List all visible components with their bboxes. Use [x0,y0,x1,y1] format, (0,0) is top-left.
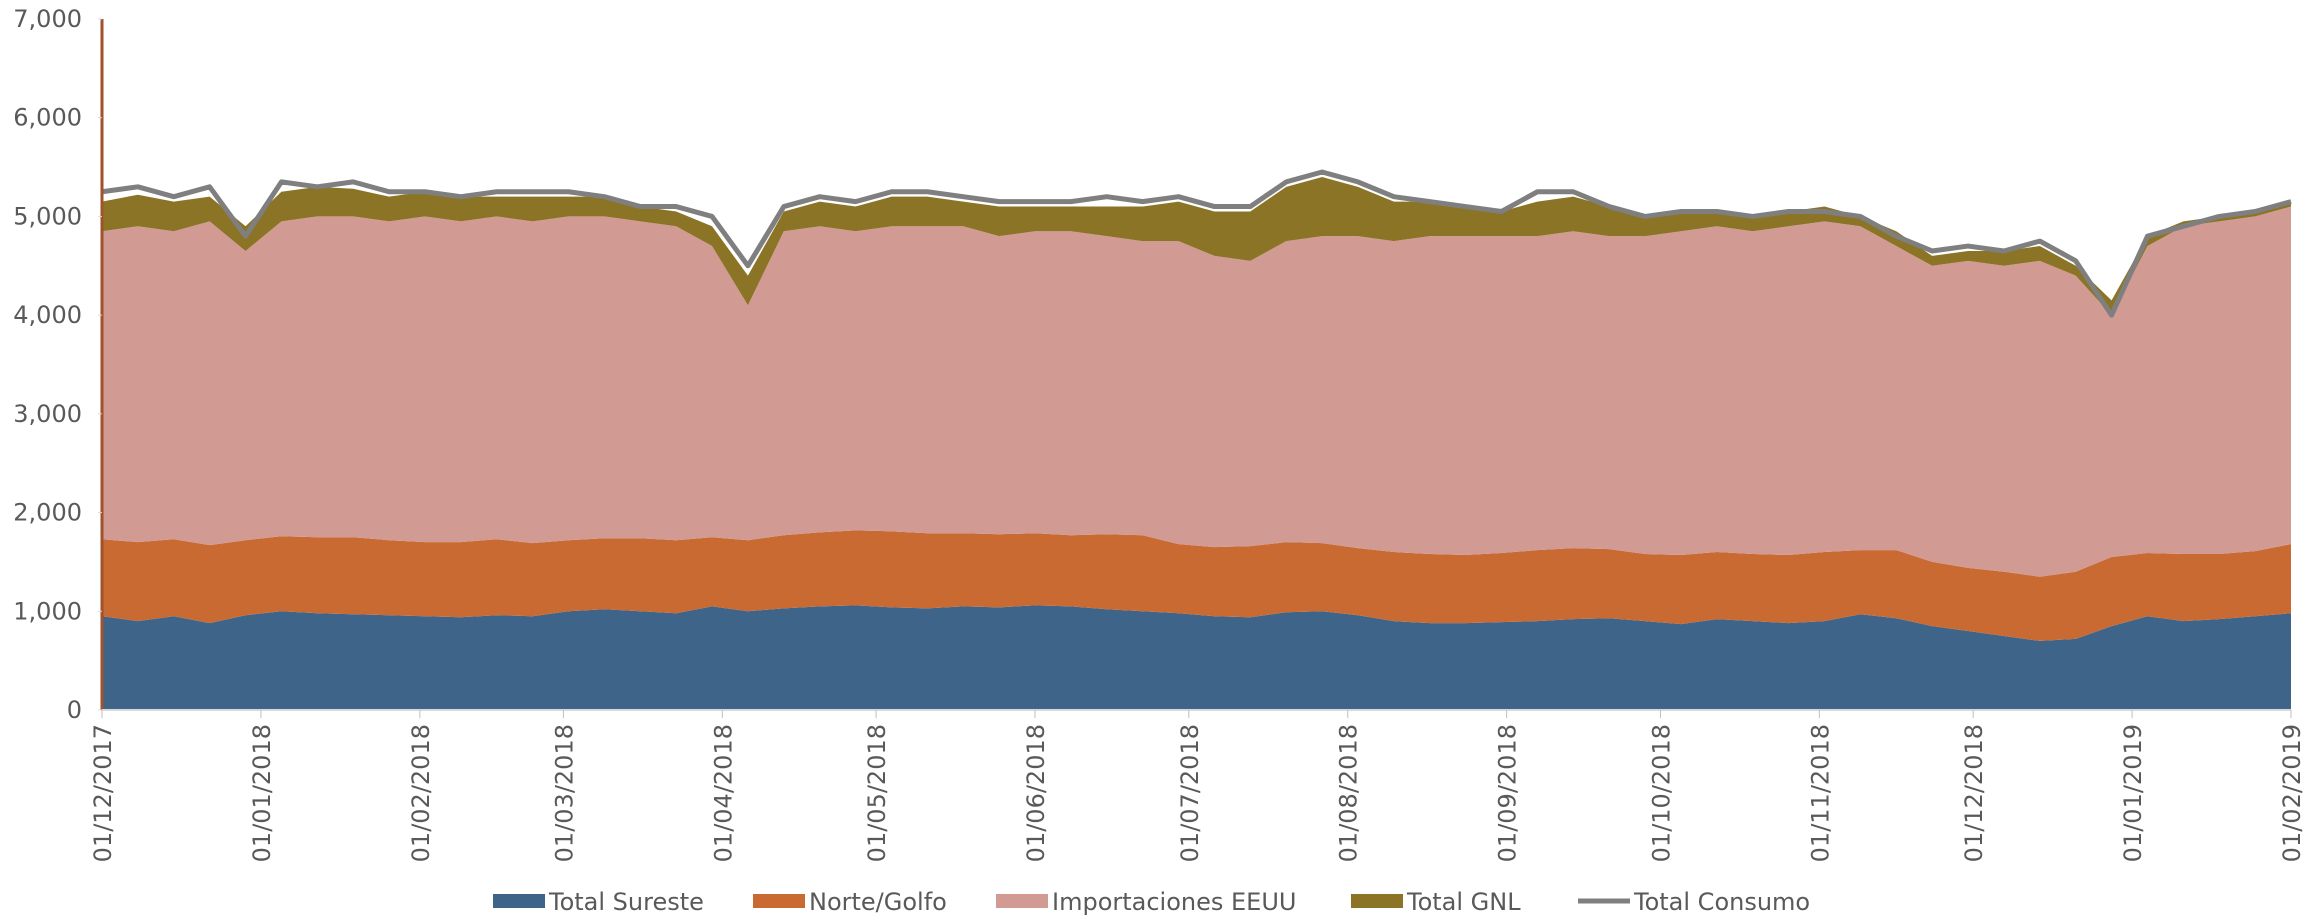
legend-label: Total Consumo [1633,888,1810,915]
x-tick-label: 01/08/2018 [1335,724,1363,862]
chart: Total Sureste Norte/Golfo Importaciones EE… [0,0,2320,915]
area [102,207,2291,577]
x-tick-label: 01/02/2019 [2278,724,2306,862]
x-tick-label: 01/12/2018 [1960,724,1988,862]
legend-swatch [996,894,1048,908]
x-tick-label: 01/03/2018 [550,724,578,862]
x-tick-label: 01/09/2018 [1494,724,1522,862]
x-tick-label: 01/07/2018 [1176,724,1204,862]
legend-label: Total GNL [1406,888,1521,915]
legend-swatch [1351,894,1403,908]
x-tick-label: 01/01/2018 [248,724,276,862]
x-tick-label: 01/05/2018 [863,724,891,862]
y-tick-label: 3,000 [13,400,82,428]
legend-label: Total Sureste [548,888,704,915]
y-tick-label: 1,000 [13,597,82,625]
y-tick-label: 2,000 [13,499,82,527]
y-tick-label: 5,000 [13,202,82,230]
x-tick-label: 01/01/2019 [2119,724,2147,862]
y-tick-label: 6,000 [13,104,82,132]
page: Total Sureste Norte/Golfo Importaciones EE… [0,0,2320,919]
legend-label: Importaciones EEUU [1052,888,1296,915]
x-tick-label: 01/02/2018 [407,724,435,862]
y-tick-label: 0 [67,696,82,724]
legend-swatch [753,894,805,908]
x-tick-label: 01/10/2018 [1647,724,1675,862]
x-tick-label: 01/04/2018 [709,724,737,862]
plot-area [102,172,2291,710]
legend-label: Norte/Golfo [809,888,947,915]
y-tick-label: 7,000 [13,5,82,33]
x-tick-label: 01/12/2017 [89,724,117,862]
y-tick-label: 4,000 [13,301,82,329]
x-tick-label: 01/11/2018 [1806,724,1834,862]
legend-swatch [493,894,545,908]
x-tick-label: 01/06/2018 [1022,724,1050,862]
